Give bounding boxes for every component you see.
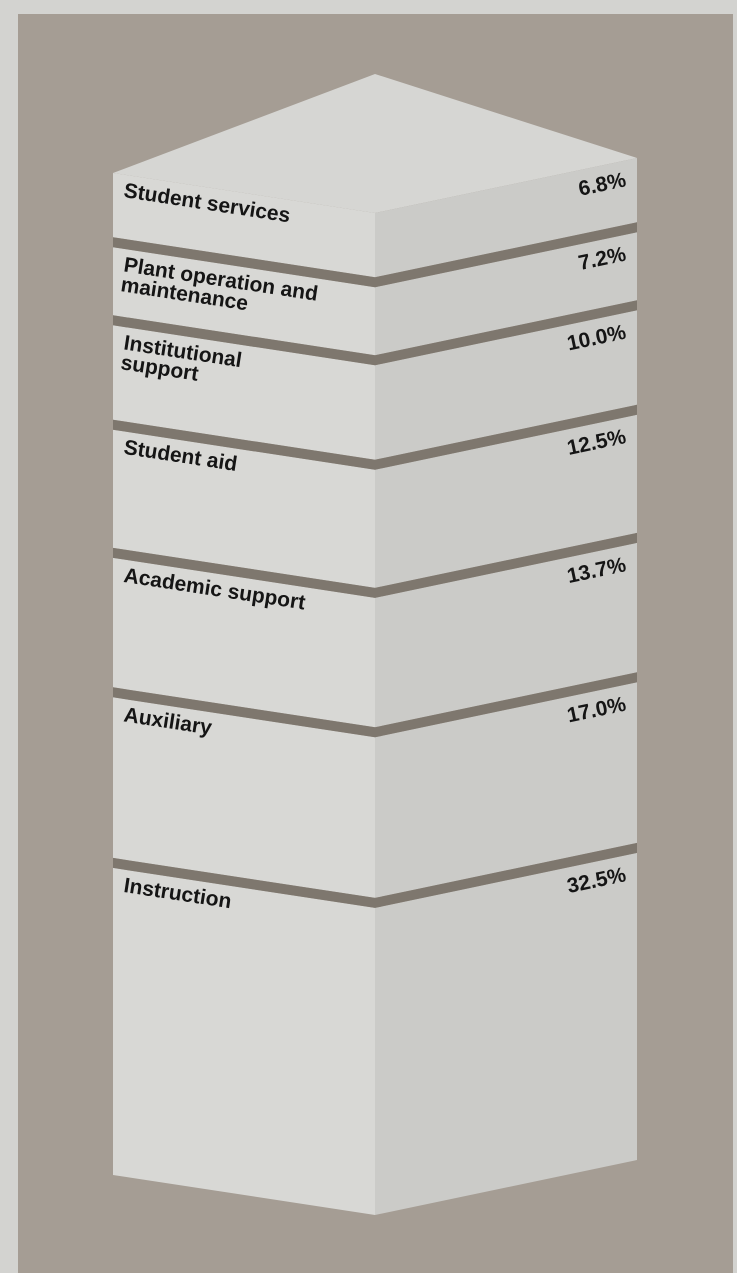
segment-left-face (113, 697, 375, 898)
segment-right-face (375, 310, 637, 460)
segment-divider (113, 672, 637, 738)
segment-divider (113, 532, 637, 598)
segment-divider (113, 222, 637, 288)
segment-right-face (375, 232, 637, 356)
segment-right-face (375, 682, 637, 898)
segment-left-face (113, 247, 375, 356)
segment-divider (113, 300, 637, 366)
segment-left-face (113, 325, 375, 460)
segment-right-face (375, 158, 637, 278)
column-top (113, 74, 637, 213)
segment-left-face (113, 867, 375, 1215)
segment-dividers (113, 222, 637, 908)
segment-left-face (113, 557, 375, 728)
column-top-face (113, 74, 637, 213)
segment-left-face (113, 429, 375, 588)
segment-right-face (375, 542, 637, 728)
segment-right-face (375, 852, 637, 1215)
column-segments (113, 158, 637, 1215)
segment-divider (113, 842, 637, 908)
segment-left-face (113, 173, 375, 278)
segment-divider (113, 404, 637, 470)
segment-right-face (375, 414, 637, 588)
